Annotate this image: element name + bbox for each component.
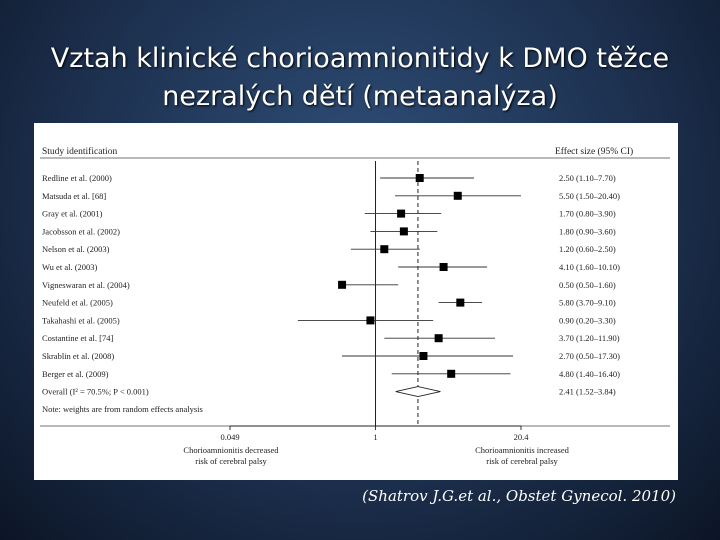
study-label: Vigneswaran et al. (2004)	[42, 280, 130, 290]
study-effect-size: 2.50 (1.10–7.70)	[559, 173, 616, 183]
x-axis-tick-label: 0.049	[220, 432, 239, 442]
effect-size-marker	[419, 352, 428, 360]
slide-title: Vztah klinické chorioamnionitidy k DMO t…	[0, 40, 720, 116]
effect-size-marker	[456, 298, 465, 307]
header-study-identification: Study identification	[42, 146, 117, 157]
effect-size-marker	[434, 334, 443, 343]
study-label: Nelson et al. (2003)	[42, 244, 110, 254]
overall-effect-size: 2.41 (1.52–3.84)	[559, 387, 616, 397]
caption-left-2: risk of cerebral palsy	[195, 456, 267, 466]
effect-size-marker	[399, 227, 408, 236]
effect-size-marker	[338, 280, 347, 289]
slide-title-line-2: nezralých dětí (metaanalýza)	[162, 81, 558, 112]
study-label: Wu et al. (2003)	[42, 262, 98, 272]
x-axis-tick-label: 1	[373, 432, 377, 442]
effect-size-marker	[453, 191, 462, 200]
effect-size-marker	[366, 316, 375, 325]
effect-size-marker	[439, 263, 448, 271]
study-effect-size: 4.10 (1.60–10.10)	[559, 262, 620, 272]
study-effect-size: 5.80 (3.70–9.10)	[559, 298, 616, 308]
study-effect-size: 5.50 (1.50–20.40)	[559, 191, 620, 201]
study-effect-size: 1.80 (0.90–3.60)	[559, 226, 616, 236]
note-text: Note: weights are from random effects an…	[42, 404, 203, 414]
study-effect-size: 1.70 (0.80–3.90)	[559, 209, 616, 219]
overall-diamond	[395, 386, 441, 398]
study-effect-size: 1.20 (0.60–2.50)	[559, 244, 616, 254]
study-effect-size: 2.70 (0.50–17.30)	[559, 351, 620, 361]
study-effect-size: 0.90 (0.20–3.30)	[559, 315, 616, 325]
caption-right-2: risk of cerebral palsy	[486, 456, 558, 466]
forest-plot: Study identification Effect size (95% CI…	[40, 146, 670, 466]
slide-title-line-1: Vztah klinické chorioamnionitidy k DMO t…	[50, 43, 670, 74]
study-label: Redline et al. (2000)	[42, 173, 112, 183]
header-effect-size: Effect size (95% CI)	[555, 146, 633, 157]
citation: (Shatrov J.G.et al., Obstet Gynecol. 201…	[362, 487, 676, 505]
study-label: Skrablin et al. (2008)	[42, 351, 114, 361]
study-label: Costantine et al. [74]	[42, 333, 113, 343]
study-effect-size: 3.70 (1.20–11.90)	[559, 333, 620, 343]
effect-size-marker	[397, 209, 406, 218]
study-effect-size: 4.80 (1.40–16.40)	[559, 369, 620, 379]
study-label: Gray et al. (2001)	[42, 209, 103, 219]
study-effect-size: 0.50 (0.50–1.60)	[559, 280, 616, 290]
study-label: Jacobsson et al. (2002)	[42, 226, 120, 236]
effect-size-marker	[447, 369, 456, 378]
x-axis-tick-label: 20.4	[514, 432, 530, 442]
effect-size-marker	[415, 174, 424, 182]
caption-left-1: Chorioamnionitis decreased	[183, 445, 279, 455]
study-label: Berger et al. (2009)	[42, 369, 109, 379]
study-label: Takahashi et al. (2005)	[42, 315, 120, 325]
study-label: Neufeld et al. (2005)	[42, 298, 113, 308]
study-label: Matsuda et al. [68]	[42, 191, 106, 201]
caption-right-1: Chorioamnionitis increased	[475, 445, 569, 455]
forest-plot-figure: Study identification Effect size (95% CI…	[34, 123, 678, 480]
overall-label: Overall (I² = 70.5%; P < 0.001)	[42, 387, 149, 397]
effect-size-marker	[380, 245, 389, 254]
